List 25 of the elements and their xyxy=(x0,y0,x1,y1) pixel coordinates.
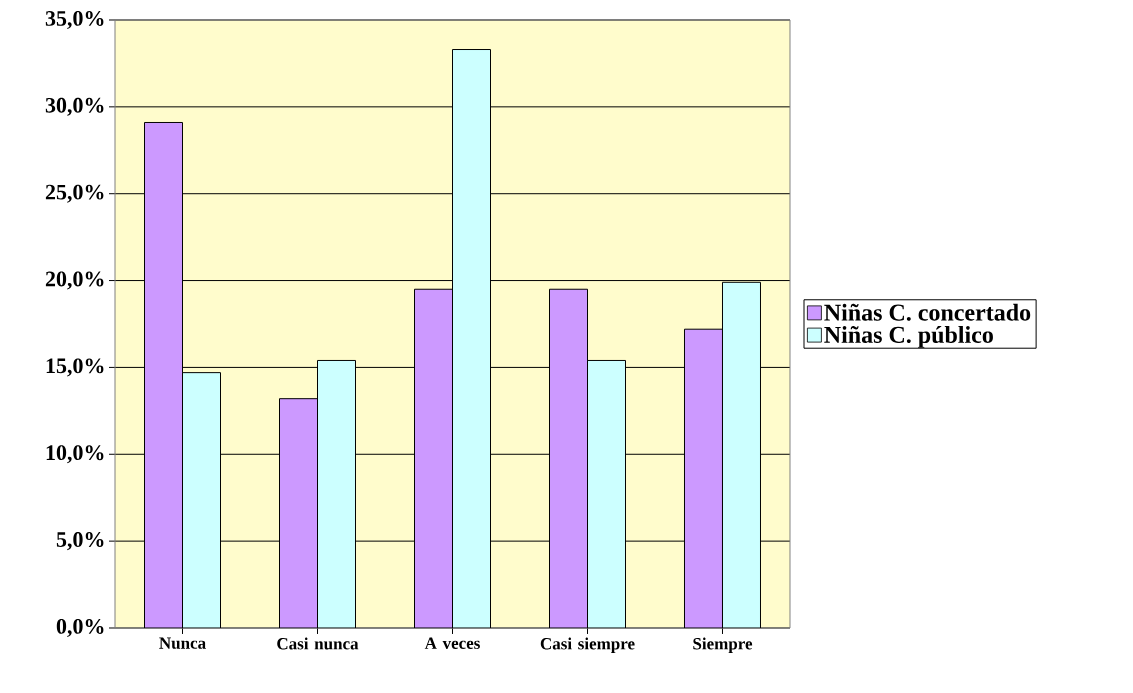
bar xyxy=(587,359,626,628)
x-tick-label: Siempre xyxy=(693,637,753,653)
bar xyxy=(414,288,453,628)
x-tick-label: A veces xyxy=(424,637,480,649)
bar xyxy=(279,398,319,628)
x-tick-label: Casi nunca xyxy=(277,637,359,650)
y-tick-label: 0,0% xyxy=(56,618,104,637)
y-tick-label: 10,0% xyxy=(46,445,104,464)
y-tick-label: 5,0% xyxy=(56,532,104,551)
y-tick-label: 20,0% xyxy=(45,271,104,290)
y-tick-label: 15,0% xyxy=(46,358,104,377)
y-tick-label: 30,0% xyxy=(45,97,104,116)
x-tick-label: Casi siempre xyxy=(540,637,635,653)
bar xyxy=(452,49,491,628)
bar xyxy=(317,359,357,628)
legend-label: Niñas C. concertado xyxy=(824,303,1031,321)
bar xyxy=(144,121,184,628)
bar xyxy=(684,328,723,628)
x-tick-label: Nunca xyxy=(159,637,206,649)
bar xyxy=(722,281,761,628)
legend-label: Niñas C. público xyxy=(824,325,993,348)
y-tick-label: 25,0% xyxy=(45,184,104,203)
bar xyxy=(182,372,222,628)
y-tick-label: 35,0% xyxy=(45,10,104,30)
bar xyxy=(549,288,588,628)
